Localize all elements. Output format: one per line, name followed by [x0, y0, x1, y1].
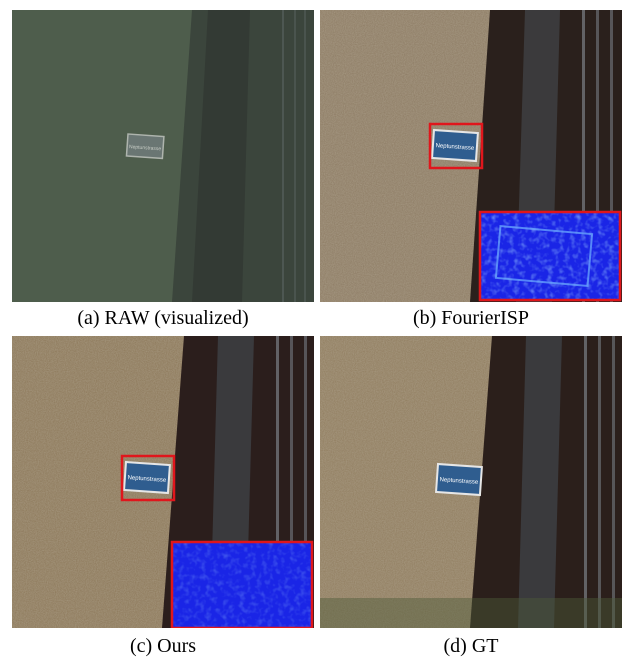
panel-ours-image: Neptunstrasse [12, 336, 314, 628]
fourierisp-image: Neptunstrasse [320, 10, 622, 302]
panel-ground-truth-image: Neptunstrasse [320, 336, 622, 628]
error-map-inset [170, 540, 314, 628]
street-sign: Neptunstrasse [430, 128, 479, 163]
caption-ours: (c) Ours [129, 635, 197, 657]
svg-text:Neptunstrasse: Neptunstrasse [439, 477, 479, 486]
error-map-inset [478, 210, 622, 302]
caption-raw: (a) RAW (visualized) [77, 307, 249, 329]
street-sign: Neptunstrasse [122, 460, 171, 495]
raw-image: Neptunstrasse [12, 10, 314, 302]
svg-text:Neptunstrasse: Neptunstrasse [435, 143, 475, 152]
grass-strip [320, 598, 622, 628]
highlight-box [120, 454, 176, 502]
street-sign: Neptunstrasse [434, 462, 483, 497]
highlight-box [428, 122, 484, 170]
panel-fourierisp-image: Neptunstrasse [320, 10, 622, 302]
caption-fourierisp: (b) FourierISP [412, 307, 530, 329]
panel-raw-image: Neptunstrasse [12, 10, 314, 302]
ours-image: Neptunstrasse [12, 336, 314, 628]
street-sign: Neptunstrasse [125, 133, 165, 160]
caption-ground-truth: (d) GT [443, 635, 499, 657]
ground-truth-image: Neptunstrasse [320, 336, 622, 628]
svg-text:Neptunstrasse: Neptunstrasse [127, 475, 167, 484]
svg-text:Neptunstrasse: Neptunstrasse [129, 144, 162, 152]
